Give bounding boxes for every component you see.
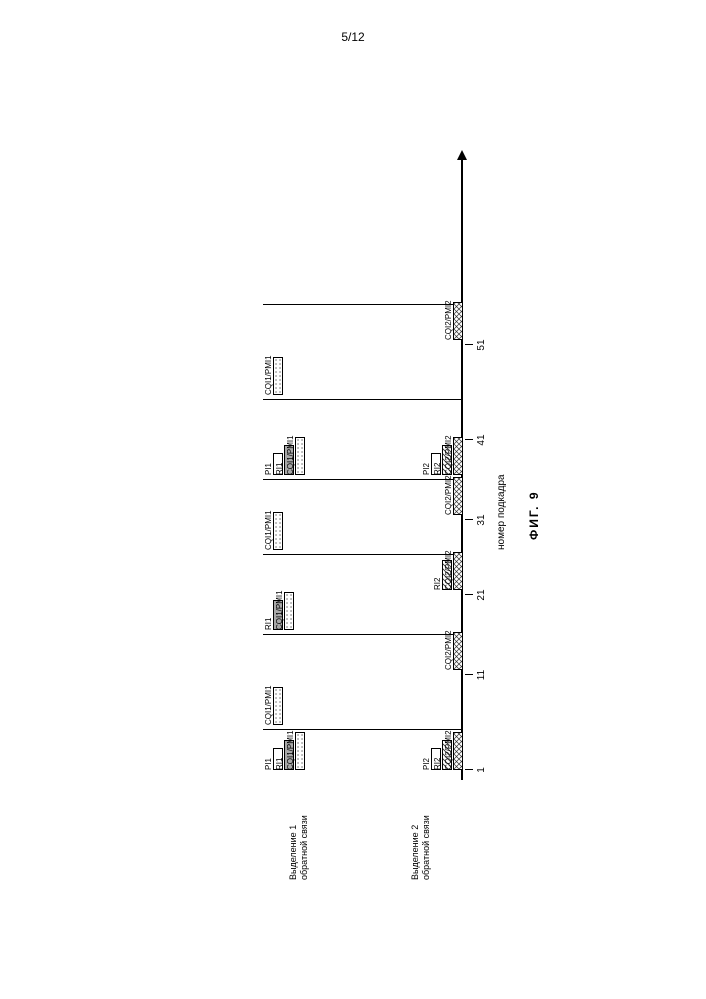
bar-CQI2/PMI2	[453, 732, 463, 770]
bar-label: CQI2/PMI2	[444, 550, 453, 590]
bar-label: RI1	[275, 462, 284, 474]
tick	[465, 594, 473, 595]
bar-label: PI2	[422, 462, 431, 474]
bar-CQI1/PMI1	[273, 357, 283, 395]
tick	[465, 769, 473, 770]
bar-CQI1/PMI1	[273, 687, 283, 725]
bar-CQI2/PMI2	[453, 632, 463, 670]
chart: Выделение 1 обратной связи Выделение 2 о…	[143, 100, 563, 900]
bar-label: CQI2/PMI2	[444, 475, 453, 515]
tick	[465, 519, 473, 520]
bar-CQI2/PMI2	[453, 552, 463, 590]
tick	[465, 344, 473, 345]
bar-label: CQI2/PMI2	[444, 435, 453, 475]
grid-line	[263, 634, 463, 635]
row2-label: Выделение 2 обратной связи	[410, 815, 433, 880]
bar-label: CQI1/PMI1	[275, 590, 284, 630]
figure-label: ФИГ. 9	[527, 490, 541, 540]
bar-label: RI2	[433, 462, 442, 474]
tick-label: 21	[476, 589, 487, 600]
grid-line	[263, 399, 463, 400]
tick-label: 11	[476, 669, 487, 679]
bar-label: RI1	[264, 617, 273, 629]
bar-label: RI1	[275, 757, 284, 769]
grid-line	[263, 479, 463, 480]
bar-label: CQI2/PMI2	[444, 300, 453, 340]
tick-label: 31	[476, 514, 487, 525]
bar-label: CQI2/PMI2	[444, 730, 453, 770]
bar-label: CQI1/PMI1	[286, 435, 295, 475]
bar-label: PI1	[264, 462, 273, 474]
row1-label-l1: Выделение 1	[288, 824, 298, 879]
bar-CQI2/PMI2	[453, 302, 463, 340]
tick-label: 51	[476, 339, 487, 350]
page-number: 5/12	[341, 30, 364, 44]
bar-label: CQI1/PMI1	[286, 730, 295, 770]
bar-CQI1/PMI1	[295, 437, 305, 475]
bar-label: RI2	[433, 577, 442, 589]
grid-line	[263, 554, 463, 555]
row2-label-l2: обратной связи	[421, 815, 431, 880]
bar-label: PI2	[422, 757, 431, 769]
bar-CQI2/PMI2	[453, 437, 463, 475]
row1-label-l2: обратной связи	[299, 815, 309, 880]
bar-label: CQI1/PMI1	[264, 355, 273, 395]
tick-label: 1	[476, 767, 487, 773]
bar-label: RI2	[433, 757, 442, 769]
tick	[465, 439, 473, 440]
bar-CQI1/PMI1	[295, 732, 305, 770]
row2-label-l1: Выделение 2	[410, 824, 420, 879]
axis-label: номер подкадра	[496, 474, 507, 550]
bar-label: CQI1/PMI1	[264, 685, 273, 725]
bar-label: CQI1/PMI1	[264, 510, 273, 550]
bar-label: CQI2/PMI2	[444, 630, 453, 670]
bar-label: PI1	[264, 757, 273, 769]
bar-CQI1/PMI1	[273, 512, 283, 550]
tick-label: 41	[476, 434, 487, 445]
bar-CQI1/PMI1	[284, 592, 294, 630]
row1-label: Выделение 1 обратной связи	[288, 815, 311, 880]
grid-line	[263, 304, 463, 305]
tick	[465, 674, 473, 675]
bar-CQI2/PMI2	[453, 477, 463, 515]
